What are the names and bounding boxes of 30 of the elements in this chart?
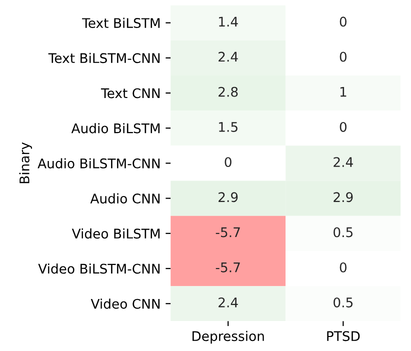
y-tick-label: Text CNN	[100, 88, 160, 98]
data-label: 2.4	[218, 297, 238, 308]
data-label: 0.5	[334, 227, 353, 238]
data-label: 2.8	[218, 86, 238, 97]
y-tick-label: Text BiLSTM	[82, 18, 160, 28]
data-label: 0	[340, 16, 347, 27]
y-tick-label: Text BiLSTM-CNN	[48, 52, 160, 64]
data-label: 2.9	[218, 192, 238, 202]
y-tick-label: Video CNN	[90, 298, 160, 309]
y-tick-label: Audio BiLSTM	[71, 123, 160, 134]
data-label: 0	[224, 157, 232, 168]
y-tick-label: Audio BiLSTM-CNN	[38, 158, 160, 168]
data-label: 2.4	[218, 52, 238, 62]
data-label: 1.5	[219, 122, 238, 132]
data-label: 0	[340, 262, 347, 272]
data-label: 1	[340, 87, 346, 97]
data-label: -5.7	[216, 227, 240, 238]
y-tick-label: Video BiLSTM	[72, 228, 160, 239]
y-tick-label: Audio CNN	[90, 193, 160, 204]
y-tick-label: Video BiLSTM-CNN	[38, 264, 160, 274]
x-tick-label: PTSD	[327, 331, 360, 342]
data-label: 0	[340, 52, 347, 62]
data-label: 0.5	[334, 297, 353, 308]
data-label: 2.9	[334, 192, 353, 202]
data-label: 2.4	[334, 157, 353, 167]
data-label: -5.7	[216, 262, 240, 272]
data-label: 0	[340, 122, 347, 132]
x-tick-label: Depression	[192, 330, 264, 344]
data-label: 1.4	[219, 16, 238, 26]
y-axis-title: Binary	[19, 142, 32, 184]
